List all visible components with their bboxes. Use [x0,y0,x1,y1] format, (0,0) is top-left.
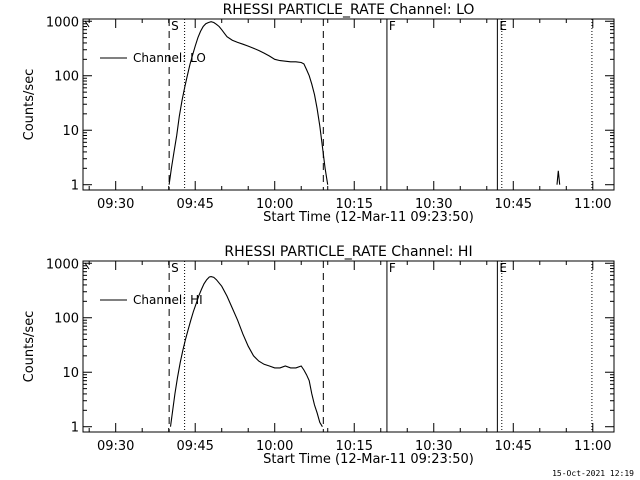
x-tick-label: 09:45 [176,197,213,212]
x-axis-label: Start Time (12-Mar-11 09:23:50) [263,210,474,225]
plot-frame [82,18,615,191]
x-tick-label: 09:45 [176,439,213,454]
data-series-line [169,276,323,427]
y-tick-label: 10 [62,366,79,381]
x-tick-label: 09:30 [97,197,134,212]
chart-panel-hi: RHESSI PARTICLE_RATE Channel: HI 1 10 100 10… [22,244,615,467]
legend-label: Channel: HI [133,293,203,307]
y-tick-label: 100 [54,312,79,327]
chart-title: RHESSI PARTICLE_RATE Channel: LO [223,2,475,18]
x-tick-label: 10:30 [415,197,452,212]
y-tick-label: 1 [71,179,79,194]
x-tick-label: 10:15 [336,439,373,454]
y-axis-label: Counts/sec [22,311,37,383]
data-series-line [556,170,561,185]
x-tick-label: 11:00 [574,197,611,212]
y-tick-label: 10 [62,124,79,139]
plot-frame [82,260,615,433]
x-tick-label: 10:45 [495,439,532,454]
event-marker-label: F [389,19,396,33]
y-tick-label: 100 [54,70,79,85]
legend-label: Channel: LO [133,51,206,65]
x-tick-label: 09:30 [97,439,134,454]
x-tick-label: 10:45 [495,197,532,212]
event-marker-label: F [389,261,396,275]
x-axis-label: Start Time (12-Mar-11 09:23:50) [263,452,474,467]
event-marker-label: E [499,19,507,33]
x-tick-label: 11:00 [574,439,611,454]
corner-tick [84,262,90,270]
y-tick-label: 1 [71,421,79,436]
x-tick-label: 10:00 [256,197,293,212]
chart-title: RHESSI PARTICLE_RATE Channel: HI [224,244,472,260]
data-series-line [168,21,329,185]
x-tick-label: 10:15 [336,197,373,212]
event-marker-label: E [499,261,507,275]
x-tick-label: 10:00 [256,439,293,454]
event-marker-label: S [171,19,179,33]
event-marker-label: S [171,261,179,275]
corner-tick [84,20,90,28]
y-tick-label: 1000 [46,257,79,272]
chart-panel-lo: RHESSI PARTICLE_RATE Channel: LO 1 10 100 10… [22,2,615,225]
footer-date: 15-Oct-2021 12:19 [552,469,634,478]
x-tick-label: 10:30 [415,439,452,454]
y-tick-label: 1000 [46,15,79,30]
y-axis-label: Counts/sec [22,69,37,141]
